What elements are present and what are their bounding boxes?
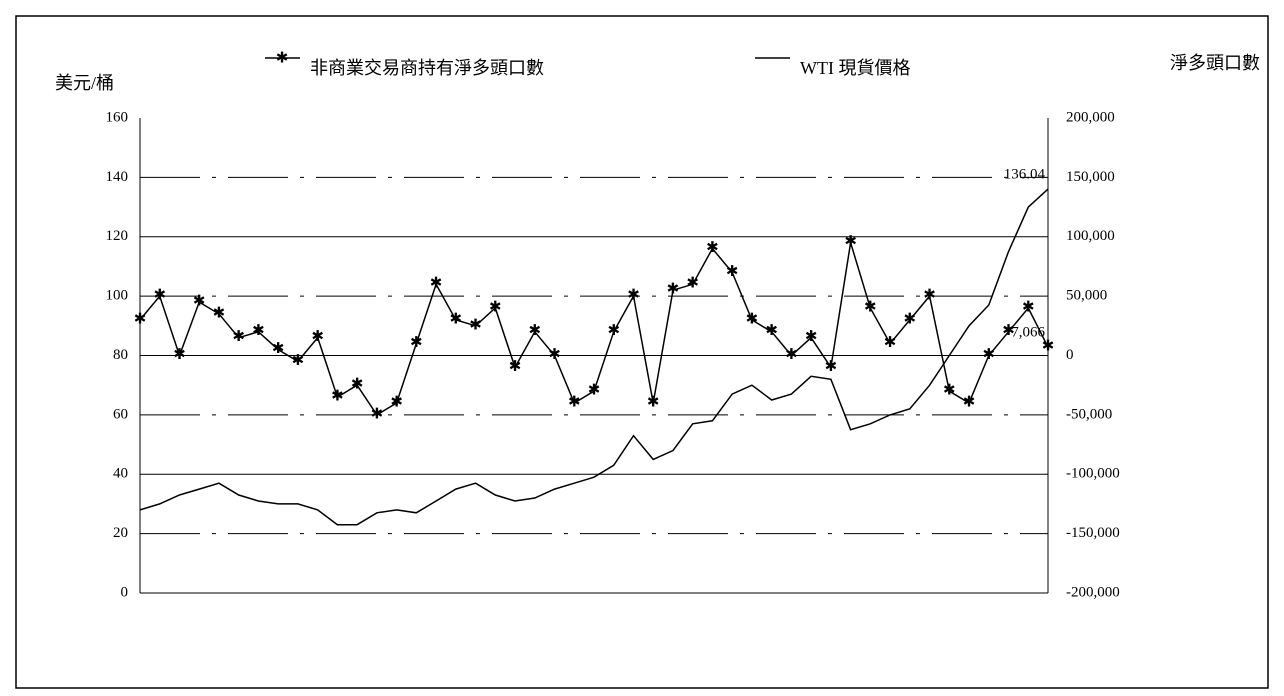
marker: ✱ (252, 323, 265, 339)
marker: ✱ (607, 323, 620, 339)
y2-tick-label: -50,000 (1066, 406, 1112, 422)
y-tick-label: 80 (113, 347, 128, 363)
y2-tick-label: 150,000 (1066, 169, 1115, 185)
marker: ✱ (864, 299, 877, 315)
y2-axis-title: 淨多頭口數 (1170, 53, 1260, 73)
y-tick-label: 60 (113, 406, 128, 422)
marker: ✱ (232, 329, 245, 345)
marker: ✱ (746, 311, 759, 327)
marker: ✱ (213, 305, 226, 321)
marker: ✱ (173, 347, 186, 363)
marker: ✱ (943, 383, 956, 399)
marker: ✱ (1042, 339, 1055, 355)
marker: ✱ (311, 329, 324, 345)
marker: ✱ (469, 317, 482, 333)
marker: ✱ (884, 335, 897, 351)
marker: ✱ (844, 234, 857, 250)
y-tick-label: 140 (106, 169, 129, 185)
marker: ✱ (765, 323, 778, 339)
y-tick-label: 0 (121, 584, 129, 600)
marker: ✱ (568, 394, 581, 410)
value-label: 136.04 (1004, 167, 1046, 183)
marker: ✱ (785, 347, 798, 363)
marker: ✱ (331, 389, 344, 405)
legend-marker: ✱ (276, 50, 289, 66)
marker: ✱ (509, 359, 522, 375)
marker: ✱ (647, 394, 660, 410)
marker: ✱ (410, 335, 423, 351)
marker: ✱ (1022, 299, 1035, 315)
y2-tick-label: 200,000 (1066, 109, 1115, 125)
marker: ✱ (528, 323, 541, 339)
y-tick-label: 100 (106, 288, 129, 304)
marker: ✱ (390, 394, 403, 410)
value-label: 7,066 (1011, 325, 1045, 341)
legend-label: WTI 現貨價格 (800, 58, 910, 78)
frame (15, 15, 1269, 689)
y-tick-label: 20 (113, 525, 128, 541)
marker: ✱ (726, 264, 739, 280)
marker: ✱ (153, 288, 166, 304)
marker: ✱ (193, 294, 206, 310)
marker: ✱ (489, 299, 502, 315)
marker: ✱ (963, 394, 976, 410)
marker: ✱ (430, 276, 443, 292)
marker: ✱ (548, 347, 561, 363)
marker: ✱ (351, 377, 364, 393)
y2-tick-label: 50,000 (1066, 288, 1107, 304)
y2-tick-label: -200,000 (1066, 584, 1120, 600)
y-tick-label: 160 (106, 109, 129, 125)
marker: ✱ (805, 329, 818, 345)
marker: ✱ (588, 383, 601, 399)
marker: ✱ (706, 240, 719, 256)
marker: ✱ (923, 288, 936, 304)
y-tick-label: 120 (106, 228, 129, 244)
series-line (139, 188, 1049, 526)
marker: ✱ (904, 311, 917, 327)
legend-label: 非商業交易商持有淨多頭口數 (310, 58, 544, 78)
series-line (139, 242, 1049, 416)
marker: ✱ (825, 359, 838, 375)
marker: ✱ (134, 311, 147, 327)
marker: ✱ (272, 341, 285, 357)
y2-tick-label: -150,000 (1066, 525, 1120, 541)
marker: ✱ (450, 311, 463, 327)
marker: ✱ (1002, 323, 1015, 339)
marker: ✱ (982, 347, 995, 363)
marker: ✱ (667, 282, 680, 298)
marker: ✱ (292, 353, 305, 369)
marker: ✱ (371, 406, 384, 422)
y2-tick-label: -100,000 (1066, 466, 1120, 482)
y2-tick-label: 100,000 (1066, 228, 1115, 244)
y-axis-title: 美元/桶 (55, 73, 114, 93)
marker: ✱ (686, 276, 699, 292)
marker: ✱ (627, 288, 640, 304)
y2-tick-label: 0 (1066, 347, 1074, 363)
y-tick-label: 40 (113, 466, 128, 482)
